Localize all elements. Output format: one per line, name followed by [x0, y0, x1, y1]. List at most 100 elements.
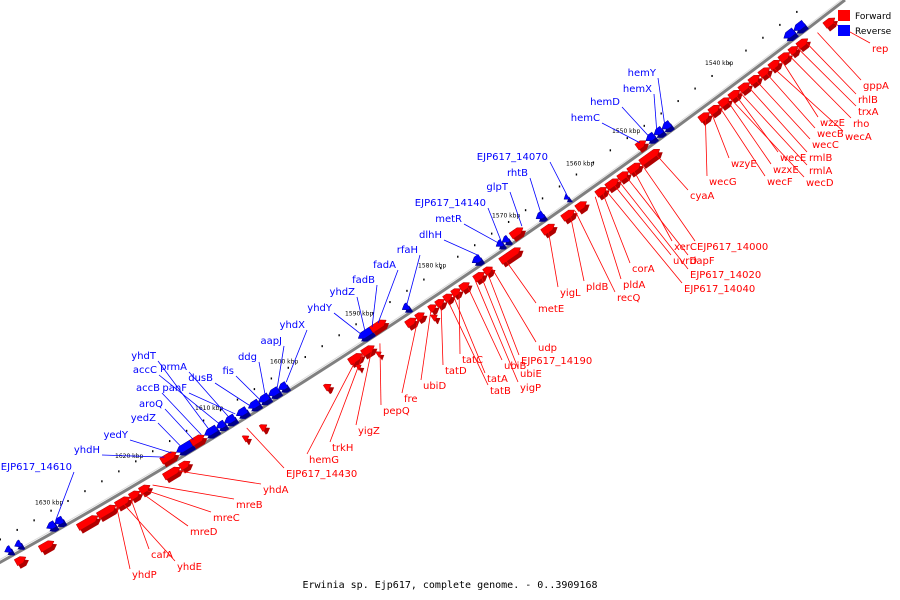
gene-label-ejp617-14020[interactable]: EJP617_14020 — [690, 270, 761, 281]
reverse-gene-arrow[interactable] — [14, 539, 23, 548]
gene-label-panf[interactable]: panF — [162, 383, 187, 394]
gene-label-fis[interactable]: fis — [222, 366, 234, 377]
forward-gene-arrow[interactable] — [241, 435, 250, 443]
gene-label-yhdx[interactable]: yhdX — [280, 320, 306, 331]
gene-label-tatc[interactable]: tatC — [462, 355, 483, 366]
reverse-gene-arrow[interactable] — [645, 131, 657, 141]
gene-label-cyaa[interactable]: cyaA — [690, 191, 715, 202]
gene-label-yhdy[interactable]: yhdY — [307, 303, 333, 314]
forward-gene-arrow[interactable] — [189, 434, 205, 447]
gene-label-udp[interactable]: udp — [538, 343, 557, 354]
gene-label-plda[interactable]: pldA — [623, 280, 645, 291]
gene-label-yhdh[interactable]: yhdH — [74, 445, 100, 456]
forward-gene-arrow[interactable] — [177, 460, 191, 471]
forward-gene-arrow[interactable] — [137, 484, 151, 495]
gene-label-pldb[interactable]: pldB — [586, 282, 608, 293]
gene-label-accc[interactable]: accC — [133, 365, 157, 376]
gene-label-metr[interactable]: metR — [435, 214, 462, 225]
forward-gene-arrow[interactable] — [404, 317, 417, 329]
gene-label-rho[interactable]: rho — [853, 119, 869, 130]
gene-label-cora[interactable]: corA — [632, 264, 655, 275]
gene-label-hemx[interactable]: hemX — [623, 84, 652, 95]
gene-label-hemd[interactable]: hemD — [590, 97, 620, 108]
reverse-gene-arrow[interactable] — [563, 192, 571, 200]
forward-gene-arrow[interactable] — [368, 319, 387, 334]
forward-gene-arrow[interactable] — [767, 59, 781, 71]
gene-label-xerc[interactable]: xerC — [674, 242, 697, 253]
gene-label-tata[interactable]: tatA — [487, 374, 508, 385]
gene-label-wecg[interactable]: wecG — [709, 177, 737, 188]
gene-label-yhdz[interactable]: yhdZ — [330, 287, 356, 298]
gene-label-weca[interactable]: wecA — [845, 132, 872, 143]
forward-gene-arrow[interactable] — [450, 288, 461, 298]
gene-label-mred[interactable]: mreD — [190, 527, 218, 538]
gene-label-trxa[interactable]: trxA — [858, 107, 879, 118]
gene-label-hemg[interactable]: hemG — [309, 455, 339, 466]
gene-label-yhdt[interactable]: yhdT — [131, 351, 157, 362]
gene-label-yhde[interactable]: yhdE — [177, 562, 202, 573]
reverse-gene-arrow[interactable] — [223, 413, 237, 424]
forward-gene-arrow[interactable] — [427, 304, 437, 313]
reverse-gene-arrow[interactable] — [215, 419, 227, 429]
gene-label-rep[interactable]: rep — [872, 44, 888, 55]
forward-gene-arrow[interactable] — [482, 266, 493, 276]
reverse-gene-arrow[interactable] — [203, 424, 219, 436]
forward-gene-arrow[interactable] — [442, 293, 453, 303]
gene-label-hemy[interactable]: hemY — [628, 68, 657, 79]
forward-gene-arrow[interactable] — [616, 171, 630, 183]
gene-label-ejp617-14000[interactable]: EJP617_14000 — [697, 242, 768, 253]
gene-label-wzxe[interactable]: wzxE — [773, 165, 799, 176]
gene-label-rmlb[interactable]: rmlB — [809, 153, 832, 164]
gene-label-fadb[interactable]: fadB — [352, 275, 375, 286]
gene-label-yigl[interactable]: yigL — [560, 288, 581, 299]
reverse-gene-arrow[interactable] — [653, 125, 665, 136]
gene-label-rfah[interactable]: rfaH — [397, 245, 418, 256]
gene-label-wecd[interactable]: wecD — [806, 178, 834, 189]
forward-gene-arrow[interactable] — [322, 383, 332, 392]
gene-label-aroq[interactable]: aroQ — [139, 399, 163, 410]
gene-label-dusb[interactable]: dusB — [188, 373, 213, 384]
gene-label-yhda[interactable]: yhdA — [263, 485, 289, 496]
forward-gene-arrow[interactable] — [560, 209, 575, 222]
gene-label-ejp617-14430[interactable]: EJP617_14430 — [286, 469, 357, 480]
gene-label-accb[interactable]: accB — [136, 383, 160, 394]
gene-label-tatb[interactable]: tatB — [490, 386, 511, 397]
gene-label-yigp[interactable]: yigP — [520, 383, 541, 394]
forward-gene-arrow[interactable] — [737, 82, 751, 94]
forward-gene-arrow[interactable] — [822, 17, 836, 29]
gene-label-uvrd[interactable]: uvrD — [673, 256, 697, 267]
gene-label-rhlb[interactable]: rhlB — [858, 95, 878, 106]
gene-label-trkh[interactable]: trkH — [332, 443, 353, 454]
forward-gene-arrow[interactable] — [574, 201, 587, 212]
forward-gene-arrow[interactable] — [113, 496, 131, 509]
gene-label-gppa[interactable]: gppA — [863, 81, 889, 92]
gene-label-ejp617-14140[interactable]: EJP617_14140 — [415, 198, 486, 209]
gene-label-wecf[interactable]: wecF — [767, 177, 793, 188]
forward-gene-arrow[interactable] — [707, 104, 721, 116]
gene-label-wecc[interactable]: wecC — [812, 140, 839, 151]
forward-gene-arrow[interactable] — [626, 162, 642, 175]
gene-label-glpt[interactable]: glpT — [486, 182, 508, 193]
reverse-gene-arrow[interactable] — [4, 545, 13, 553]
forward-gene-arrow[interactable] — [458, 282, 470, 292]
forward-gene-arrow[interactable] — [13, 556, 27, 567]
gene-label-ejp617-14070[interactable]: EJP617_14070 — [477, 152, 548, 163]
gene-label-ubid[interactable]: ubiD — [423, 381, 446, 392]
gene-label-ejp617-14040[interactable]: EJP617_14040 — [684, 284, 755, 295]
forward-gene-arrow[interactable] — [697, 112, 711, 124]
reverse-gene-arrow[interactable] — [46, 520, 57, 530]
gene-label-wzye[interactable]: wzyE — [731, 159, 757, 170]
gene-label-cafa[interactable]: cafA — [151, 550, 173, 561]
gene-label-ubie[interactable]: ubiE — [520, 369, 542, 380]
gene-label-rhtb[interactable]: rhtB — [507, 168, 528, 179]
gene-label-ubib[interactable]: ubiB — [504, 361, 526, 372]
gene-label-aapj[interactable]: aapJ — [260, 336, 282, 347]
forward-gene-arrow[interactable] — [161, 466, 181, 481]
forward-gene-arrow[interactable] — [472, 272, 485, 283]
gene-label-pepq[interactable]: pepQ — [383, 406, 410, 417]
forward-gene-arrow[interactable] — [717, 97, 731, 109]
gene-label-tatd[interactable]: tatD — [445, 366, 467, 377]
gene-label-prma[interactable]: prmA — [160, 362, 187, 373]
gene-label-recq[interactable]: recQ — [617, 293, 641, 304]
forward-gene-arrow[interactable] — [508, 227, 524, 240]
